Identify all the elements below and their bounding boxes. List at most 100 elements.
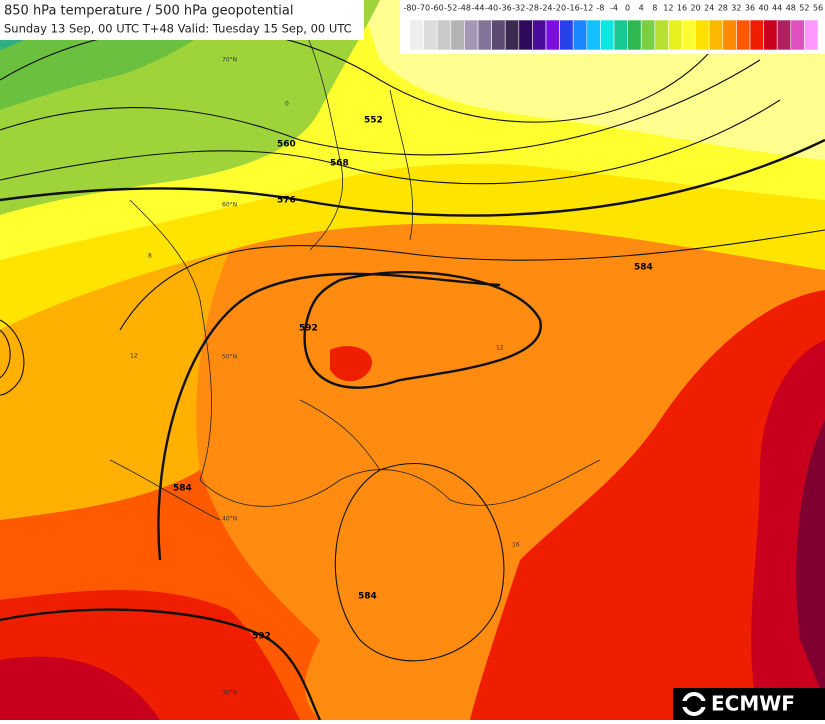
- temperature-label: 12: [130, 353, 138, 360]
- colorbar-label: -4: [610, 4, 618, 13]
- isohypse-568: [0, 99, 781, 185]
- contour-label: 584: [358, 592, 377, 602]
- colorbar-swatch: [559, 19, 574, 51]
- contour-label: 560: [277, 140, 296, 150]
- colorbar-label: -16: [567, 4, 580, 13]
- colorbar-label: 40: [759, 4, 769, 13]
- colorbar-swatch: [681, 19, 696, 51]
- latitude-label: 60°N: [222, 202, 237, 209]
- latitude-label: 40°N: [222, 516, 237, 523]
- colorbar-label: 52: [799, 4, 809, 13]
- colorbar-swatch: [736, 19, 751, 51]
- contour-label: 552: [364, 116, 383, 126]
- temperature-label: 12: [496, 345, 504, 352]
- colorbar-label: -8: [596, 4, 604, 13]
- colorbar-label: -60: [431, 4, 444, 13]
- colorbar-label: 56: [813, 4, 823, 13]
- colorbar-swatch: [613, 19, 628, 51]
- contour-label: 584: [634, 263, 653, 273]
- colorbar-swatch: [790, 19, 805, 51]
- contour-label: 576: [277, 196, 296, 206]
- colorbar-label: -32: [512, 4, 525, 13]
- colorbar-swatch: [654, 19, 669, 51]
- colorbar-label: -40: [485, 4, 498, 13]
- colorbar-swatch: [708, 19, 724, 51]
- title: 850 hPa temperature / 500 hPa geopotenti…: [4, 4, 293, 19]
- colorbar-label: 8: [652, 4, 657, 13]
- colorbar-label: 44: [772, 4, 782, 13]
- colorbar-swatch: [423, 19, 438, 51]
- contour-label: 592: [299, 324, 318, 334]
- colorbar-swatch: [532, 19, 547, 51]
- colorbar-label: -28: [526, 4, 539, 13]
- field-red-spot: [330, 346, 372, 382]
- subtitle: Sunday 13 Sep, 00 UTC T+48 Valid: Tuesda…: [4, 22, 352, 36]
- colorbar-label: 28: [718, 4, 728, 13]
- colorbar-swatch: [518, 19, 533, 51]
- colorbar-label: 4: [639, 4, 644, 13]
- colorbar-swatch: [600, 19, 615, 51]
- isohypse-584: [119, 229, 825, 331]
- colorbar-swatch: [450, 19, 465, 51]
- colorbar-swatch: [668, 19, 683, 51]
- colorbar-swatch: [722, 19, 737, 51]
- colorbar-swatch: [763, 19, 778, 51]
- colorbar-swatch: [545, 19, 560, 51]
- colorbar-label: -36: [499, 4, 512, 13]
- colorbar-label: 16: [677, 4, 687, 13]
- colorbar-label: 48: [786, 4, 796, 13]
- colorbar-label: -20: [553, 4, 566, 13]
- title-box: [0, 0, 364, 40]
- colorbar-label: 0: [625, 4, 630, 13]
- colorbar-label: 36: [745, 4, 755, 13]
- field-darkred-sw: [0, 656, 160, 720]
- colorbar-swatch: [436, 19, 452, 51]
- colorbar-swatch: [586, 19, 601, 51]
- isohypse-560: [0, 59, 761, 156]
- isohypse-584c: [334, 463, 505, 662]
- field-amber: [0, 250, 230, 520]
- colorbar-label: -80: [403, 4, 416, 13]
- colorbar-label: -24: [539, 4, 552, 13]
- logo-icon-cut: [680, 701, 708, 707]
- colorbar-label: 20: [691, 4, 701, 13]
- colorbar-swatch: [491, 19, 506, 51]
- latitude-label: 50°N: [222, 354, 237, 361]
- colorbar-swatch: [409, 19, 424, 51]
- contour-label: 592: [252, 632, 271, 642]
- colorbar-label: 12: [663, 4, 673, 13]
- colorbar-label: -44: [471, 4, 484, 13]
- latitude-label: 70°N: [222, 57, 237, 64]
- logo-text: ECMWF: [711, 692, 795, 716]
- colorbar-label: -52: [444, 4, 457, 13]
- colorbar-swatch: [776, 19, 792, 51]
- temperature-label: 0: [285, 101, 289, 108]
- colorbar-swatch: [749, 19, 764, 51]
- isohypse-592: [303, 270, 542, 389]
- coastlines: [109, 19, 601, 521]
- contour-label: 568: [330, 159, 349, 169]
- colorbar-label: -12: [580, 4, 593, 13]
- latitude-label: 30°N: [222, 690, 237, 697]
- isohypse-576: [0, 138, 825, 217]
- colorbar: -80 -70 -60 -52 -48 -44 -40 -36 -32 -28 -24 -20 -16-…: [403, 4, 823, 51]
- colorbar-label: -70: [417, 4, 430, 13]
- colorbar-swatch: [504, 19, 520, 51]
- isohypse-592b: [0, 608, 322, 721]
- colorbar-swatch: [572, 19, 588, 51]
- temperature-label: 16: [512, 542, 520, 549]
- field-red-se: [470, 290, 825, 720]
- colorbar-swatch: [640, 19, 656, 51]
- colorbar-label: -48: [458, 4, 471, 13]
- colorbar-swatch: [464, 19, 479, 51]
- contour-label: 584: [173, 484, 192, 494]
- colorbar-label: 32: [731, 4, 741, 13]
- isohypse-584b: [157, 272, 501, 561]
- colorbar-swatch: [804, 19, 819, 51]
- colorbar-swatch: [695, 19, 710, 51]
- temperature-label: 8: [148, 253, 152, 260]
- isohypse-low: [0, 319, 25, 396]
- colorbar-swatch: [627, 19, 642, 51]
- colorbar-label: 24: [704, 4, 714, 13]
